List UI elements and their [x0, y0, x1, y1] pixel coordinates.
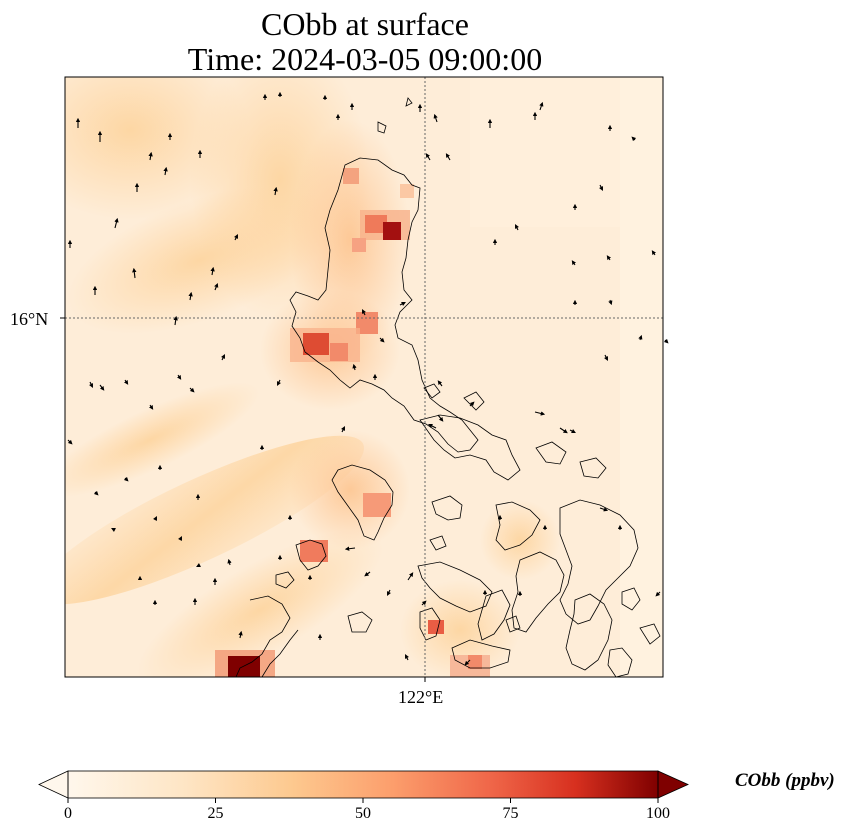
wind-arrow [399, 302, 406, 306]
coastlines [235, 97, 661, 677]
map-frame [64, 76, 664, 678]
colorbar-max-extend [657, 770, 689, 799]
wind-arrow [433, 113, 438, 123]
title-line-2: Time: 2024-03-05 09:00:00 [187, 41, 543, 77]
wind-arrow [178, 536, 182, 541]
wind-arrow [123, 379, 129, 385]
wind-arrow [153, 516, 157, 521]
wind-arrow [123, 476, 129, 482]
hotspot-north [343, 168, 414, 252]
wind-arrow [604, 354, 608, 361]
wind-arrow [606, 255, 612, 261]
wind-arrow [341, 426, 345, 433]
wind-arrow [362, 309, 366, 316]
wind-arrow [89, 381, 93, 388]
lon-tick-label: 122°E [398, 687, 444, 707]
hotspot-central [290, 312, 378, 362]
wind-arrow [173, 315, 178, 326]
wind-arrow [428, 424, 437, 429]
wind-arrow [539, 101, 544, 111]
colorbar-title: CObb (ppbv) [735, 770, 835, 791]
wind-arrow [407, 572, 414, 581]
wind-arrow [638, 334, 643, 341]
wind-arrow [469, 401, 475, 407]
wind-arrow [437, 414, 444, 422]
lat-tick-label: 16°N [10, 309, 49, 329]
wind-arrow [651, 250, 657, 256]
wind-arrow [189, 387, 195, 393]
wind-arrow [364, 571, 371, 577]
wind-arrow [176, 374, 182, 380]
wind-arrow [405, 654, 409, 661]
wind-arrow [99, 384, 105, 391]
colorbar-tick-label: 25 [207, 805, 224, 822]
wind-arrow [214, 282, 219, 291]
wind-arrow [273, 186, 278, 196]
wind-arrow [515, 224, 519, 231]
wind-arrow [344, 546, 356, 551]
wind-arrow [425, 153, 431, 161]
wind-arrow [111, 528, 116, 532]
hotspot-southwest [215, 650, 275, 677]
wind-arrow [663, 338, 669, 344]
hotspot-south [300, 493, 490, 677]
wind-arrow [445, 153, 451, 161]
wind-arrow [148, 404, 154, 410]
wind-arrow [234, 234, 238, 241]
wind-arrow [387, 589, 391, 596]
wind-arrow [188, 291, 193, 301]
wind-arrow [132, 267, 137, 279]
wind-arrow [114, 217, 119, 229]
wind-arrow [93, 490, 99, 496]
wind-arrow [559, 427, 568, 434]
wind-arrow [148, 151, 153, 161]
wind-arrow [571, 260, 577, 266]
wind-arrow [277, 379, 281, 386]
wind-arrow [210, 266, 215, 276]
wind-arrow [655, 591, 661, 597]
wind-arrow [599, 507, 609, 512]
wind-arrow [437, 380, 443, 387]
wind-arrow [238, 630, 243, 639]
wind-arrow [227, 558, 232, 566]
wind-arrow [599, 184, 603, 191]
wind-arrow [534, 411, 546, 416]
wind-arrow [221, 354, 225, 361]
wind-arrow [421, 600, 427, 606]
wind-arrow [67, 439, 73, 445]
colorbar-tick-label: 0 [64, 805, 72, 822]
graticule [65, 77, 663, 677]
colorbar-gradient [68, 771, 658, 798]
wind-arrow [163, 166, 168, 176]
wind-arrow [352, 363, 357, 371]
colorbar-tick-label: 100 [646, 805, 670, 822]
wind-arrow [464, 659, 471, 666]
wind-arrow [569, 429, 576, 433]
colorbar-tick-label: 50 [355, 805, 371, 822]
wind-arrow [608, 299, 613, 306]
wind-arrow [631, 136, 637, 142]
colorbar-min-extend [38, 770, 69, 799]
colorbar-tick-label: 75 [502, 805, 519, 822]
title-line-1: CObb at surface [261, 6, 469, 42]
wind-arrows [67, 91, 669, 666]
wind-arrow [379, 337, 385, 343]
wind-arrow [196, 563, 201, 567]
